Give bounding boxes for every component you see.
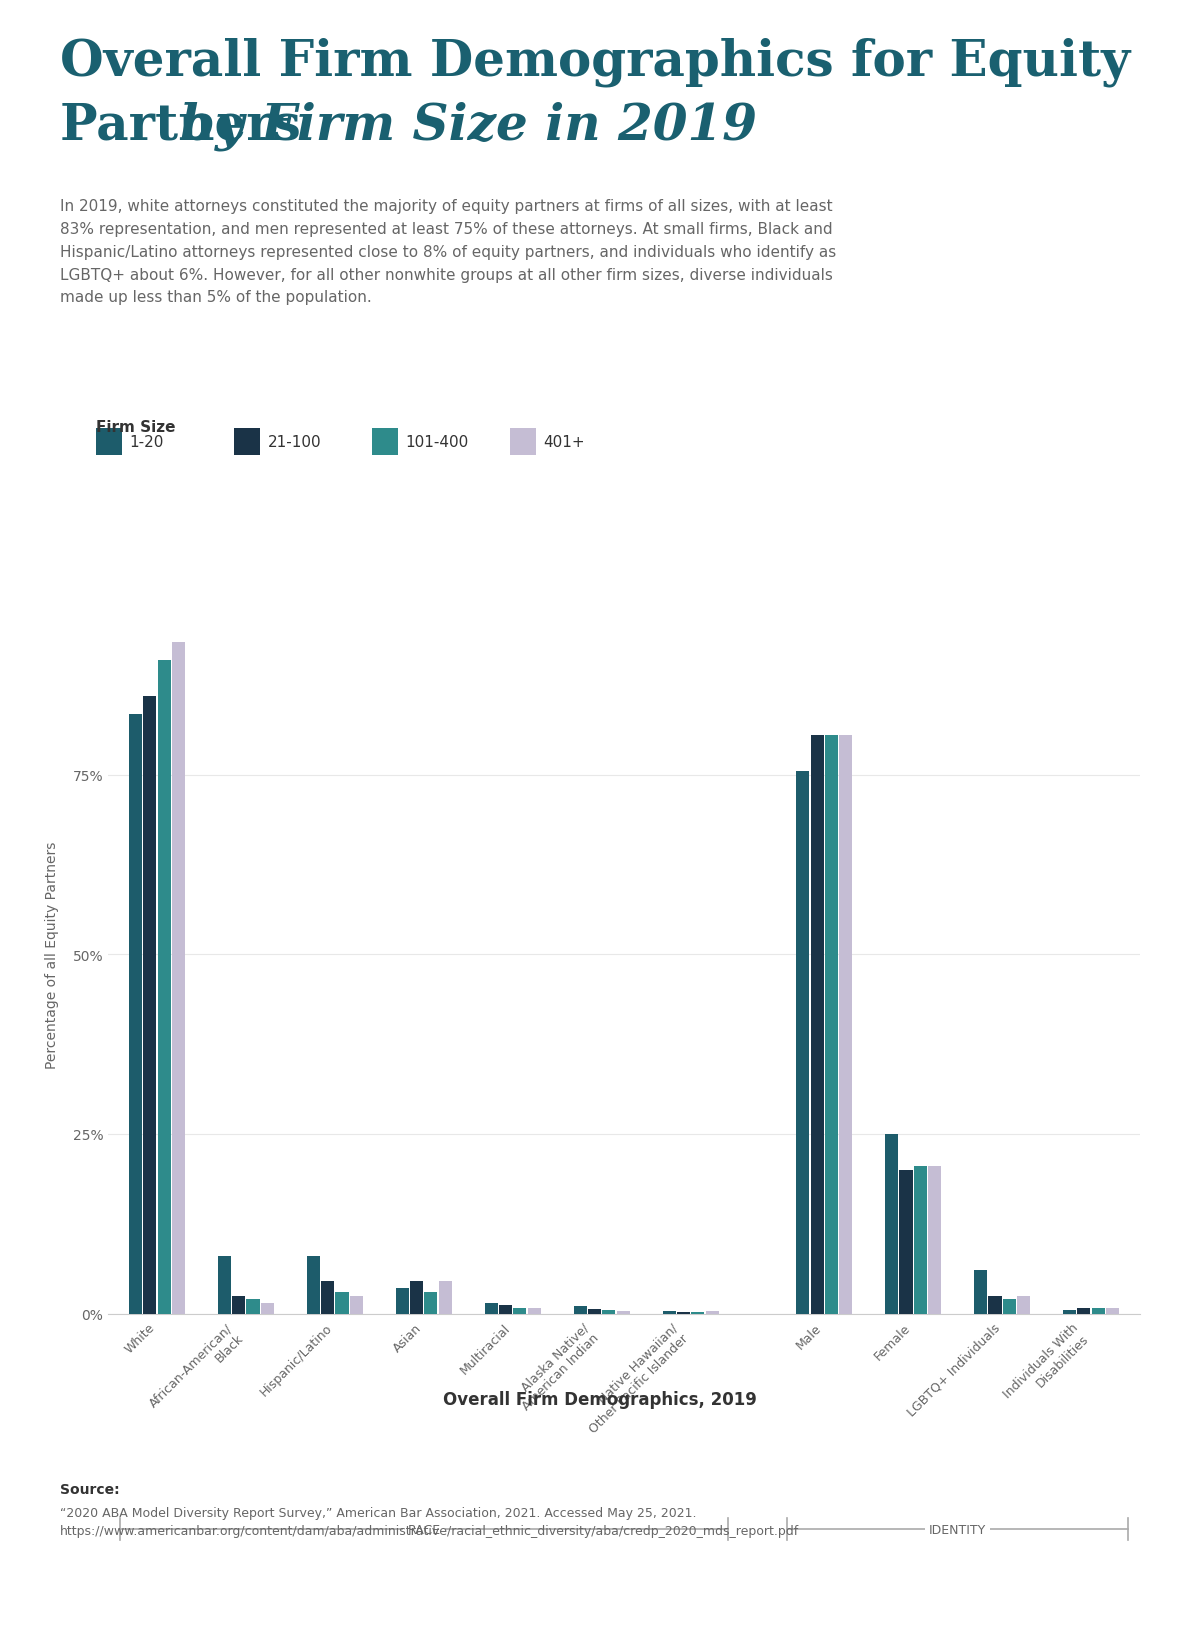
Bar <box>588 1309 601 1314</box>
Bar <box>1016 1296 1030 1314</box>
Text: by Firm Size in 2019: by Firm Size in 2019 <box>180 101 757 150</box>
Text: 1-20: 1-20 <box>130 434 164 450</box>
Bar <box>574 1307 587 1314</box>
Bar <box>499 1306 512 1314</box>
Text: Partners: Partners <box>60 101 318 150</box>
Text: 21-100: 21-100 <box>268 434 322 450</box>
Bar <box>233 1296 245 1314</box>
Bar <box>989 1296 1002 1314</box>
Bar <box>336 1293 348 1314</box>
Text: Overall Firm Demographics, 2019: Overall Firm Demographics, 2019 <box>443 1390 757 1408</box>
Bar <box>157 661 170 1314</box>
Bar <box>913 1167 926 1314</box>
Bar <box>260 1302 274 1314</box>
Bar <box>706 1312 719 1314</box>
Bar <box>307 1257 320 1314</box>
Bar <box>410 1281 424 1314</box>
Text: Overall Firm Demographics for Equity: Overall Firm Demographics for Equity <box>60 38 1130 86</box>
Bar <box>797 772 809 1314</box>
Bar <box>322 1281 335 1314</box>
Bar <box>485 1302 498 1314</box>
Bar <box>1078 1307 1091 1314</box>
Bar <box>439 1281 451 1314</box>
Bar <box>1003 1299 1015 1314</box>
Bar <box>928 1167 941 1314</box>
Text: Source:: Source: <box>60 1482 120 1497</box>
Bar <box>1063 1310 1076 1314</box>
Bar <box>900 1170 912 1314</box>
Text: “2020 ABA Model Diversity Report Survey,” American Bar Association, 2021. Access: “2020 ABA Model Diversity Report Survey,… <box>60 1506 799 1537</box>
Bar <box>349 1296 362 1314</box>
Bar <box>1092 1307 1105 1314</box>
Text: Firm Size: Firm Size <box>96 419 175 434</box>
Bar <box>396 1289 409 1314</box>
Bar <box>602 1310 616 1314</box>
Bar <box>886 1134 899 1314</box>
Bar <box>974 1271 988 1314</box>
Text: In 2019, white attorneys constituted the majority of equity partners at firms of: In 2019, white attorneys constituted the… <box>60 199 836 305</box>
Bar <box>839 736 852 1314</box>
Bar <box>246 1299 259 1314</box>
Bar <box>172 643 185 1314</box>
Y-axis label: Percentage of all Equity Partners: Percentage of all Equity Partners <box>44 840 59 1069</box>
Bar <box>617 1312 630 1314</box>
Text: RACE: RACE <box>407 1523 440 1536</box>
Bar <box>425 1293 438 1314</box>
Text: IDENTITY: IDENTITY <box>929 1523 986 1536</box>
Bar <box>1106 1307 1118 1314</box>
Bar <box>810 736 823 1314</box>
Bar <box>662 1312 676 1314</box>
Bar <box>130 715 142 1314</box>
Bar <box>528 1307 541 1314</box>
Bar <box>143 697 156 1314</box>
Text: 401+: 401+ <box>544 434 586 450</box>
Bar <box>824 736 838 1314</box>
Bar <box>514 1307 527 1314</box>
Bar <box>218 1257 232 1314</box>
Text: 101-400: 101-400 <box>406 434 469 450</box>
